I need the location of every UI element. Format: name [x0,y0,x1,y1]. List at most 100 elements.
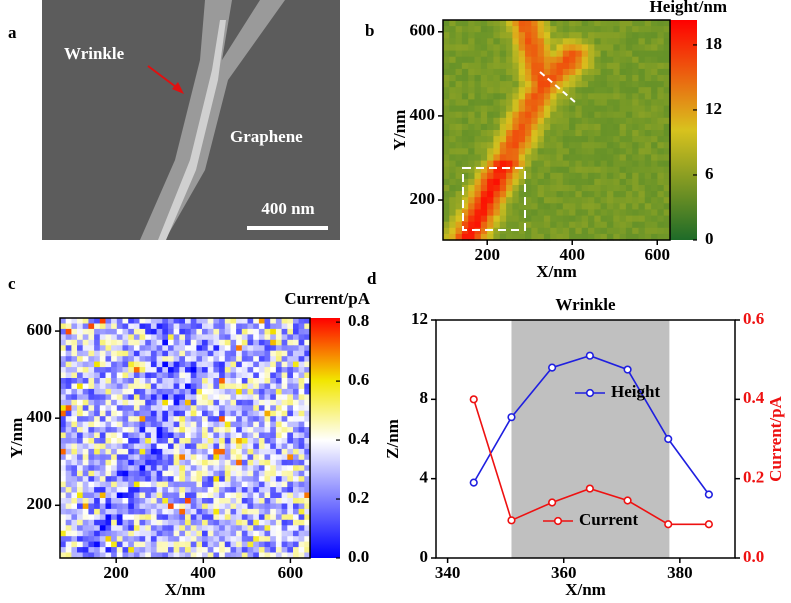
heatmap-pixel [299,498,305,504]
heatmap-pixel [299,318,305,324]
heatmap-pixel [259,416,265,422]
heatmap-pixel [620,87,627,94]
heatmap-pixel [443,51,450,58]
heatmap-pixel [71,318,77,324]
heatmap-pixel [282,334,288,340]
heatmap-pixel [71,334,77,340]
heatmap-pixel [506,99,513,106]
heatmap-pixel [71,460,77,466]
heatmap-pixel [185,378,191,384]
heatmap-pixel [259,509,265,515]
heatmap-pixel [270,411,276,417]
heatmap-pixel [71,433,77,439]
heatmap-pixel [94,531,100,537]
heatmap-pixel [645,161,652,168]
heatmap-pixel [449,191,456,198]
heatmap-pixel [71,340,77,346]
heatmap-pixel [525,161,532,168]
heatmap-pixel [443,148,450,155]
heatmap-pixel [557,203,564,210]
heatmap-pixel [157,482,163,488]
heatmap-pixel [645,124,652,131]
data-point [587,352,594,359]
heatmap-pixel [191,531,197,537]
heatmap-pixel [185,334,191,340]
heatmap-pixel [248,504,254,510]
heatmap-pixel [179,384,185,390]
heatmap-pixel [563,154,570,161]
heatmap-pixel [287,422,293,428]
heatmap-pixel [111,476,117,482]
heatmap-pixel [651,197,658,204]
heatmap-pixel [66,438,72,444]
heatmap-pixel [443,228,450,235]
heatmap-pixel [531,209,538,216]
heatmap-pixel [225,411,231,417]
heatmap-pixel [506,148,513,155]
heatmap-pixel [242,416,248,422]
heatmap-pixel [145,356,151,362]
heatmap-pixel [620,51,627,58]
heatmap-pixel [575,154,582,161]
heatmap-pixel [657,63,664,70]
heatmap-pixel [645,38,652,45]
heatmap-pixel [191,465,197,471]
heatmap-pixel [202,525,208,531]
heatmap-pixel [213,509,219,515]
heatmap-pixel [519,118,526,125]
heatmap-pixel [493,197,500,204]
heatmap-pixel [531,81,538,88]
heatmap-pixel [270,394,276,400]
heatmap-pixel [134,394,140,400]
heatmap-pixel [83,367,89,373]
heatmap-pixel [531,148,538,155]
heatmap-pixel [162,334,168,340]
data-point [508,517,515,524]
heatmap-pixel [456,209,463,216]
heatmap-pixel [219,454,225,460]
heatmap-pixel [265,416,271,422]
heatmap-pixel [582,69,589,76]
heatmap-pixel [231,329,237,335]
heatmap-pixel [191,351,197,357]
heatmap-pixel [563,124,570,131]
heatmap-pixel [157,514,163,520]
heatmap-pixel [632,57,639,64]
heatmap-pixel [134,525,140,531]
heatmap-pixel [231,356,237,362]
heatmap-pixel [531,112,538,119]
heatmap-pixel [500,118,507,125]
heatmap-pixel [563,51,570,58]
heatmap-pixel [117,318,123,324]
heatmap-pixel [519,75,526,82]
heatmap-pixel [265,389,271,395]
heatmap-pixel [651,44,658,51]
heatmap-pixel [531,51,538,58]
heatmap-pixel [157,405,163,411]
heatmap-pixel [185,427,191,433]
heatmap-pixel [506,136,513,143]
heatmap-pixel [299,454,305,460]
heatmap-pixel [512,20,519,27]
heatmap-pixel [162,504,168,510]
heatmap-pixel [162,547,168,553]
heatmap-pixel [613,197,620,204]
heatmap-pixel [225,482,231,488]
heatmap-pixel [506,87,513,94]
heatmap-pixel [557,216,564,223]
heatmap-pixel [563,179,570,186]
heatmap-pixel [111,351,117,357]
heatmap-pixel [242,394,248,400]
heatmap-pixel [168,324,174,330]
heatmap-pixel [123,318,129,324]
heatmap-pixel [128,362,134,368]
heatmap-pixel [145,476,151,482]
heatmap-pixel [481,197,488,204]
heatmap-pixel [66,400,72,406]
heatmap-pixel [639,75,646,82]
heatmap-pixel [185,345,191,351]
heatmap-pixel [71,405,77,411]
heatmap-pixel [259,362,265,368]
heatmap-pixel [287,498,293,504]
heatmap-pixel [468,148,475,155]
